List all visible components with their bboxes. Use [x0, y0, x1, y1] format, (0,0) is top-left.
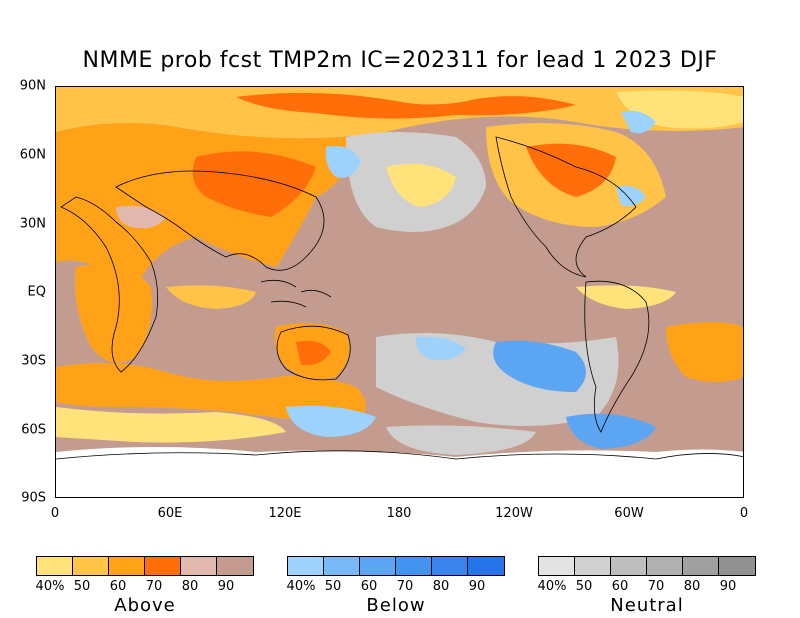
lat-label-90n: 90N: [19, 78, 46, 94]
lon-label-180: 180: [386, 506, 412, 521]
legend-above-swatch: [37, 557, 73, 575]
legend-above-swatch: [73, 557, 109, 575]
lon-label-120e: 120E: [268, 506, 302, 521]
lat-label-eq: EQ: [27, 284, 46, 300]
forecast-map-canvas: [56, 87, 743, 497]
legend-below-tick: 70: [396, 579, 414, 594]
coast-antarctica: [56, 450, 743, 460]
legend-neutral-tick: 70: [647, 579, 665, 594]
coast-eurasia: [115, 170, 325, 271]
region-australia-strong: [296, 340, 331, 366]
coast-maritime-continent: [260, 279, 332, 308]
legend-below-ticks: 40% 50 60 70 80 90: [287, 579, 505, 595]
legend-above-swatches: [36, 556, 254, 576]
coastlines: [56, 136, 743, 460]
legend-below-tick: 50: [324, 579, 342, 594]
lon-label-60e: 60E: [157, 506, 183, 521]
lat-label-60s: 60S: [21, 422, 46, 438]
forecast-map: [55, 86, 744, 498]
region-antarctic: [56, 447, 743, 497]
region-antarctic-cold-2: [566, 413, 656, 449]
lat-label-60n: 60N: [19, 147, 46, 163]
coast-north-america: [495, 136, 637, 278]
legend-below-tick: 90: [468, 579, 486, 594]
region-africa-south: [75, 264, 152, 363]
region-south-band-light: [56, 407, 286, 443]
region-arctic-strong: [236, 92, 576, 119]
map-title: NMME prob fcst TMP2m IC=202311 for lead …: [82, 48, 718, 73]
lat-label-90s: 90S: [21, 490, 46, 506]
region-na-strong: [526, 143, 616, 197]
legend-above-swatch: [217, 557, 253, 575]
legend-neutral: 40% 50 60 70 80 90 Neutral: [538, 556, 756, 616]
legend-above-swatch: [109, 557, 145, 575]
legend-neutral-tick: 80: [683, 579, 701, 594]
legend-below-tick: 40%: [286, 579, 316, 594]
legend-above: 40% 50 60 70 80 90 Above: [36, 556, 254, 616]
region-antarctic-cold-1: [286, 405, 376, 437]
region-south-pacific-cold-light: [415, 336, 466, 360]
legend-above-tick: 90: [217, 579, 235, 594]
legend-neutral-tick: 50: [575, 579, 593, 594]
lon-label-0-left: 0: [50, 506, 60, 521]
legend-above-tick: 50: [73, 579, 91, 594]
region-bering-cold: [325, 146, 361, 178]
legend-below-swatches: [287, 556, 505, 576]
lat-label-30n: 30N: [19, 216, 46, 232]
legend-below-swatch: [288, 557, 324, 575]
lon-label-60w: 60W: [614, 506, 644, 521]
legend-neutral-swatch: [647, 557, 683, 575]
legend-neutral-swatch: [683, 557, 719, 575]
legend-neutral-tick: 90: [719, 579, 737, 594]
coast-south-america: [584, 280, 650, 433]
legend-above-tick: 40%: [35, 579, 65, 594]
legend-neutral-tick: 60: [611, 579, 629, 594]
legend-below-swatch: [432, 557, 468, 575]
legend-below-tick: 80: [432, 579, 450, 594]
legend-below-swatch: [468, 557, 504, 575]
legend-neutral-swatch: [539, 557, 575, 575]
legend-below-name: Below: [366, 595, 426, 616]
region-north-pacific-light: [386, 163, 456, 207]
region-na-cold: [616, 185, 646, 206]
legend-below-swatch: [324, 557, 360, 575]
legend-neutral-ticks: 40% 50 60 70 80 90: [538, 579, 756, 595]
coast-africa: [60, 196, 159, 373]
region-south-pacific-cold: [493, 340, 586, 392]
legend-above-swatch: [145, 557, 181, 575]
legend-below-swatch: [396, 557, 432, 575]
region-east-pacific-eq: [576, 285, 676, 309]
legend-below: 40% 50 60 70 80 90 Below: [287, 556, 505, 616]
region-greenland-cold: [621, 110, 656, 134]
lon-label-120w: 120W: [495, 506, 533, 521]
coast-australia: [276, 325, 351, 381]
legend-above-tick: 60: [109, 579, 127, 594]
legend-neutral-swatch: [719, 557, 755, 575]
region-asia-strong: [192, 151, 316, 217]
lon-label-0-right: 0: [739, 506, 749, 521]
legend-neutral-name: Neutral: [610, 595, 684, 616]
legend-neutral-tick: 40%: [537, 579, 567, 594]
legend-neutral-swatches: [538, 556, 756, 576]
legend-below-swatch: [360, 557, 396, 575]
legend-above-tick: 80: [181, 579, 199, 594]
region-indian-equatorial: [166, 285, 256, 309]
legend-above-tick: 70: [145, 579, 163, 594]
legend-above-swatch: [181, 557, 217, 575]
legend-neutral-swatch: [575, 557, 611, 575]
legend-above-ticks: 40% 50 60 70 80 90: [36, 579, 254, 595]
legend-neutral-swatch: [611, 557, 647, 575]
legend-above-name: Above: [114, 595, 176, 616]
lat-label-30s: 30S: [21, 353, 46, 369]
legend-below-tick: 60: [360, 579, 378, 594]
region-southern-ocean-neutral: [386, 425, 536, 455]
region-south-atlantic: [666, 322, 743, 382]
